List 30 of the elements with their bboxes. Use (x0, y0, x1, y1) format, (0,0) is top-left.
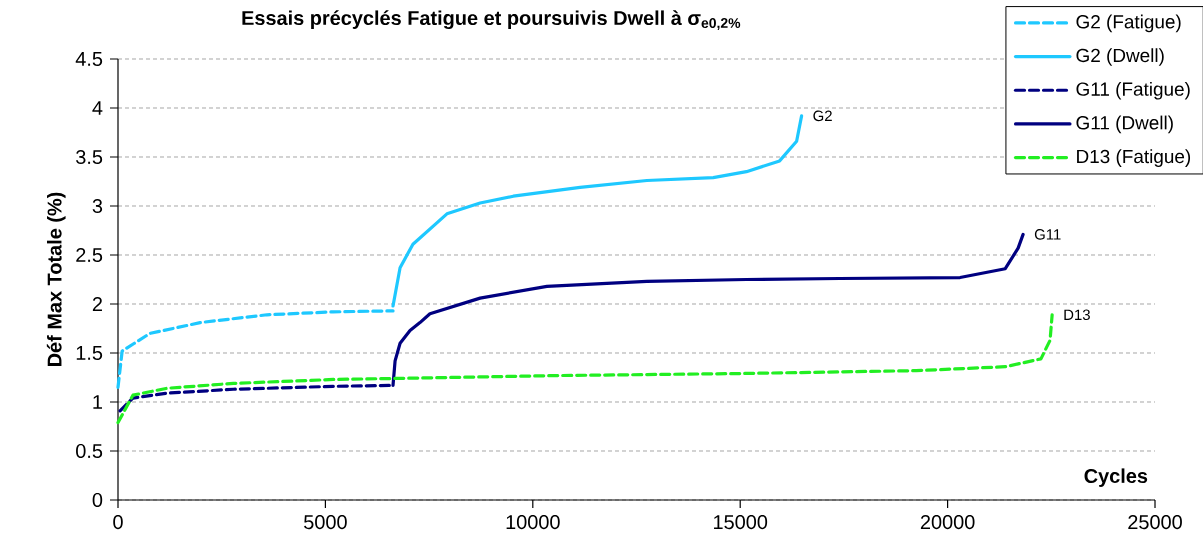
legend-label: G11 (Fatigue) (1076, 81, 1190, 100)
x-tick-label: 20000 (920, 515, 975, 530)
y-tick-label: 1.5 (76, 346, 103, 360)
x-tick-label: 5000 (304, 515, 347, 530)
chart-title: Essais précyclés Fatigue et poursuivis Dwell à σ$_{e0,2%}$ (242, 10, 741, 30)
annotation: D13 (1064, 309, 1090, 321)
y-tick-label: 2 (92, 297, 102, 311)
legend-label: G2 (Fatigue) (1076, 14, 1181, 33)
y-tick-label: 1 (93, 395, 102, 409)
line-series (116, 309, 395, 389)
y-tick-label: 3.5 (76, 149, 103, 165)
y-tick-label: 0.5 (76, 443, 103, 459)
legend-label: G11 (Dwell) (1076, 115, 1173, 134)
legend-label: G2 (Dwell) (1076, 48, 1164, 66)
y-tick-label: 4.5 (75, 52, 103, 66)
y-axis-title: Déf Max Totale (%) (46, 192, 66, 366)
x-tick-label: 15000 (714, 515, 768, 530)
y-tick-label: 4 (92, 101, 103, 115)
y-tick-label: 2.5 (76, 247, 103, 263)
line-series (116, 313, 1054, 425)
x-axis-title: Cycles (1084, 468, 1148, 487)
legend-label: D13 (Fatigue) (1077, 149, 1191, 167)
x-tick-label: 10000 (506, 515, 560, 530)
x-tick-label: 25000 (1128, 515, 1182, 530)
annotation: G2 (813, 110, 832, 122)
annotation: G11 (1034, 229, 1061, 240)
y-tick-label: 3 (92, 198, 103, 214)
y-tick-label: 0 (92, 492, 103, 508)
x-tick-label: 0 (113, 515, 123, 530)
line-series (391, 114, 804, 308)
